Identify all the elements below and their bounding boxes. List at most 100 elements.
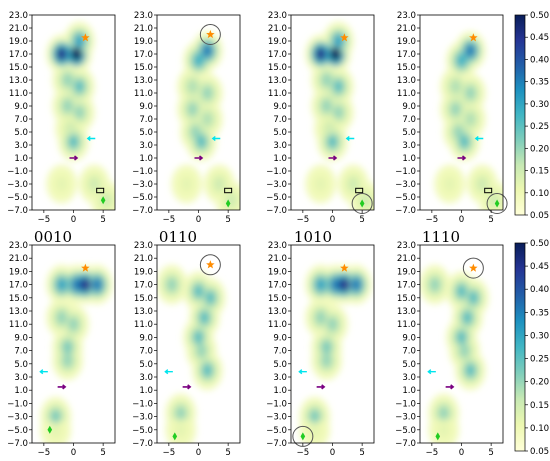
y-tick-label: −7.0 bbox=[266, 439, 287, 449]
density-core bbox=[321, 72, 332, 88]
purple-arrow-marker bbox=[316, 384, 326, 390]
y-tick-label: −1.0 bbox=[266, 167, 287, 177]
y-tick-label: −3.0 bbox=[395, 180, 416, 190]
density-core bbox=[190, 124, 201, 140]
density-core bbox=[68, 134, 79, 149]
y-tick-label: −5.0 bbox=[7, 426, 28, 436]
x-tick-label: 5 bbox=[359, 448, 364, 458]
colorbar-tick-label: 0.45 bbox=[530, 262, 549, 272]
colorbar-tick-label: 0.20 bbox=[530, 378, 549, 388]
x-tick-label: −5 bbox=[297, 215, 310, 225]
y-tick-label: 7.0 bbox=[14, 115, 28, 125]
y-tick-label: −3.0 bbox=[266, 413, 287, 423]
y-tick-label: −5.0 bbox=[132, 193, 153, 203]
markers bbox=[194, 30, 233, 208]
x-tick-label: 5 bbox=[359, 215, 364, 225]
y-tick-label: 17.0 bbox=[268, 281, 287, 291]
density-core bbox=[202, 43, 213, 58]
y-tick-label: −1.0 bbox=[266, 399, 287, 409]
square-marker bbox=[484, 187, 493, 194]
colorbar-tick-label: 0.05 bbox=[530, 447, 549, 457]
cyan-arrow-marker bbox=[86, 135, 96, 142]
x-tick-label: −5 bbox=[38, 215, 51, 225]
density-core bbox=[74, 105, 85, 120]
y-tick-label: 3.0 bbox=[273, 373, 287, 383]
y-tick-label: 3.0 bbox=[14, 373, 28, 383]
density-core bbox=[453, 124, 464, 140]
colorbar-gradient bbox=[514, 14, 526, 216]
panel-title-1010: 1010 bbox=[294, 228, 332, 246]
density-core bbox=[175, 406, 187, 421]
y-tick-label: −5.0 bbox=[266, 426, 287, 436]
y-tick-label: 3.0 bbox=[14, 141, 28, 151]
purple-arrow-marker bbox=[328, 155, 338, 161]
density-core bbox=[444, 176, 455, 192]
y-tick-label: 7.0 bbox=[14, 347, 28, 357]
heatmap-panel-3: 23.0 21.0 19.0 17.0 15.0 13.0 11.0 9.0 7.0 5.0 3.0… bbox=[266, 11, 375, 225]
density-core bbox=[327, 316, 338, 332]
colorbar-tick-label: 0.35 bbox=[530, 78, 549, 88]
y-tick-label: −5.0 bbox=[395, 426, 416, 436]
highlight-circle bbox=[486, 193, 508, 214]
highlight-circle bbox=[462, 257, 484, 279]
y-tick-label: 9.0 bbox=[139, 102, 153, 112]
y-tick-label: 9.0 bbox=[139, 333, 153, 343]
y-tick-label: 15.0 bbox=[134, 294, 153, 304]
colorbar-tick-label: 0.40 bbox=[530, 285, 549, 295]
colorbar-2: 0.50 0.45 0.40 0.35 0.30 0.25 0.20 0.15 0.10 0.05 bbox=[514, 239, 549, 457]
star-marker bbox=[81, 33, 90, 42]
density-core bbox=[450, 102, 461, 117]
y-tick-label: 7.0 bbox=[139, 115, 153, 125]
y-tick-label: −3.0 bbox=[132, 180, 153, 190]
x-tick-label: 5 bbox=[100, 448, 105, 458]
markers bbox=[457, 33, 500, 208]
density-core bbox=[321, 98, 332, 114]
y-tick-label: 19.0 bbox=[397, 267, 416, 277]
star-marker bbox=[469, 263, 478, 272]
density-core bbox=[91, 277, 103, 292]
density-core bbox=[202, 85, 213, 101]
x-tick-label: 0 bbox=[330, 215, 335, 225]
x-tick-label: −5 bbox=[38, 448, 51, 458]
y-tick-label: 3.0 bbox=[139, 141, 153, 151]
y-tick-label: 17.0 bbox=[134, 281, 153, 291]
y-tick-label: 23.0 bbox=[9, 241, 28, 251]
markers bbox=[328, 33, 365, 208]
density-core bbox=[347, 176, 359, 192]
density-core bbox=[71, 46, 82, 62]
y-tick-label: −3.0 bbox=[395, 413, 416, 423]
density-core bbox=[315, 310, 326, 325]
y-tick-label: 17.0 bbox=[134, 50, 153, 60]
y-tick-label: 13.0 bbox=[268, 307, 287, 317]
y-tick-label: −1.0 bbox=[7, 167, 28, 177]
star-marker bbox=[206, 30, 215, 39]
y-tick-label: 23.0 bbox=[397, 241, 416, 251]
density-core bbox=[309, 409, 321, 424]
purple-arrow-marker bbox=[445, 384, 455, 390]
heatmap-panel-5: 23.0 21.0 19.0 17.0 15.0 13.0 11.0 9.0 7.0 5.0 3.0… bbox=[7, 241, 116, 458]
density-core bbox=[202, 363, 213, 378]
y-tick-label: 19.0 bbox=[268, 37, 287, 47]
density-core bbox=[330, 46, 341, 62]
colorbars: 0.50 0.45 0.40 0.35 0.30 0.25 0.20 0.15 0.10 0.05… bbox=[514, 11, 549, 457]
y-tick-label: 11.0 bbox=[268, 89, 287, 99]
density-core bbox=[450, 79, 461, 94]
y-tick-label: −1.0 bbox=[7, 399, 28, 409]
density-core bbox=[438, 406, 450, 421]
density-core bbox=[193, 330, 204, 345]
y-tick-label: −7.0 bbox=[7, 206, 28, 216]
y-tick-label: −5.0 bbox=[7, 193, 28, 203]
y-tick-label: 13.0 bbox=[9, 76, 28, 86]
y-tick-label: 1.0 bbox=[139, 154, 153, 164]
cyan-arrow-marker bbox=[298, 369, 307, 375]
star-marker bbox=[81, 263, 90, 272]
cyan-arrow-marker bbox=[211, 135, 221, 142]
panel-title-0110: 0110 bbox=[159, 228, 197, 246]
colorbar-tick-label: 0.20 bbox=[530, 144, 549, 154]
density-core bbox=[62, 340, 73, 355]
y-tick-label: 19.0 bbox=[9, 267, 28, 277]
y-tick-label: 17.0 bbox=[9, 281, 28, 291]
density-core bbox=[196, 134, 207, 149]
y-tick-label: 9.0 bbox=[402, 333, 416, 343]
